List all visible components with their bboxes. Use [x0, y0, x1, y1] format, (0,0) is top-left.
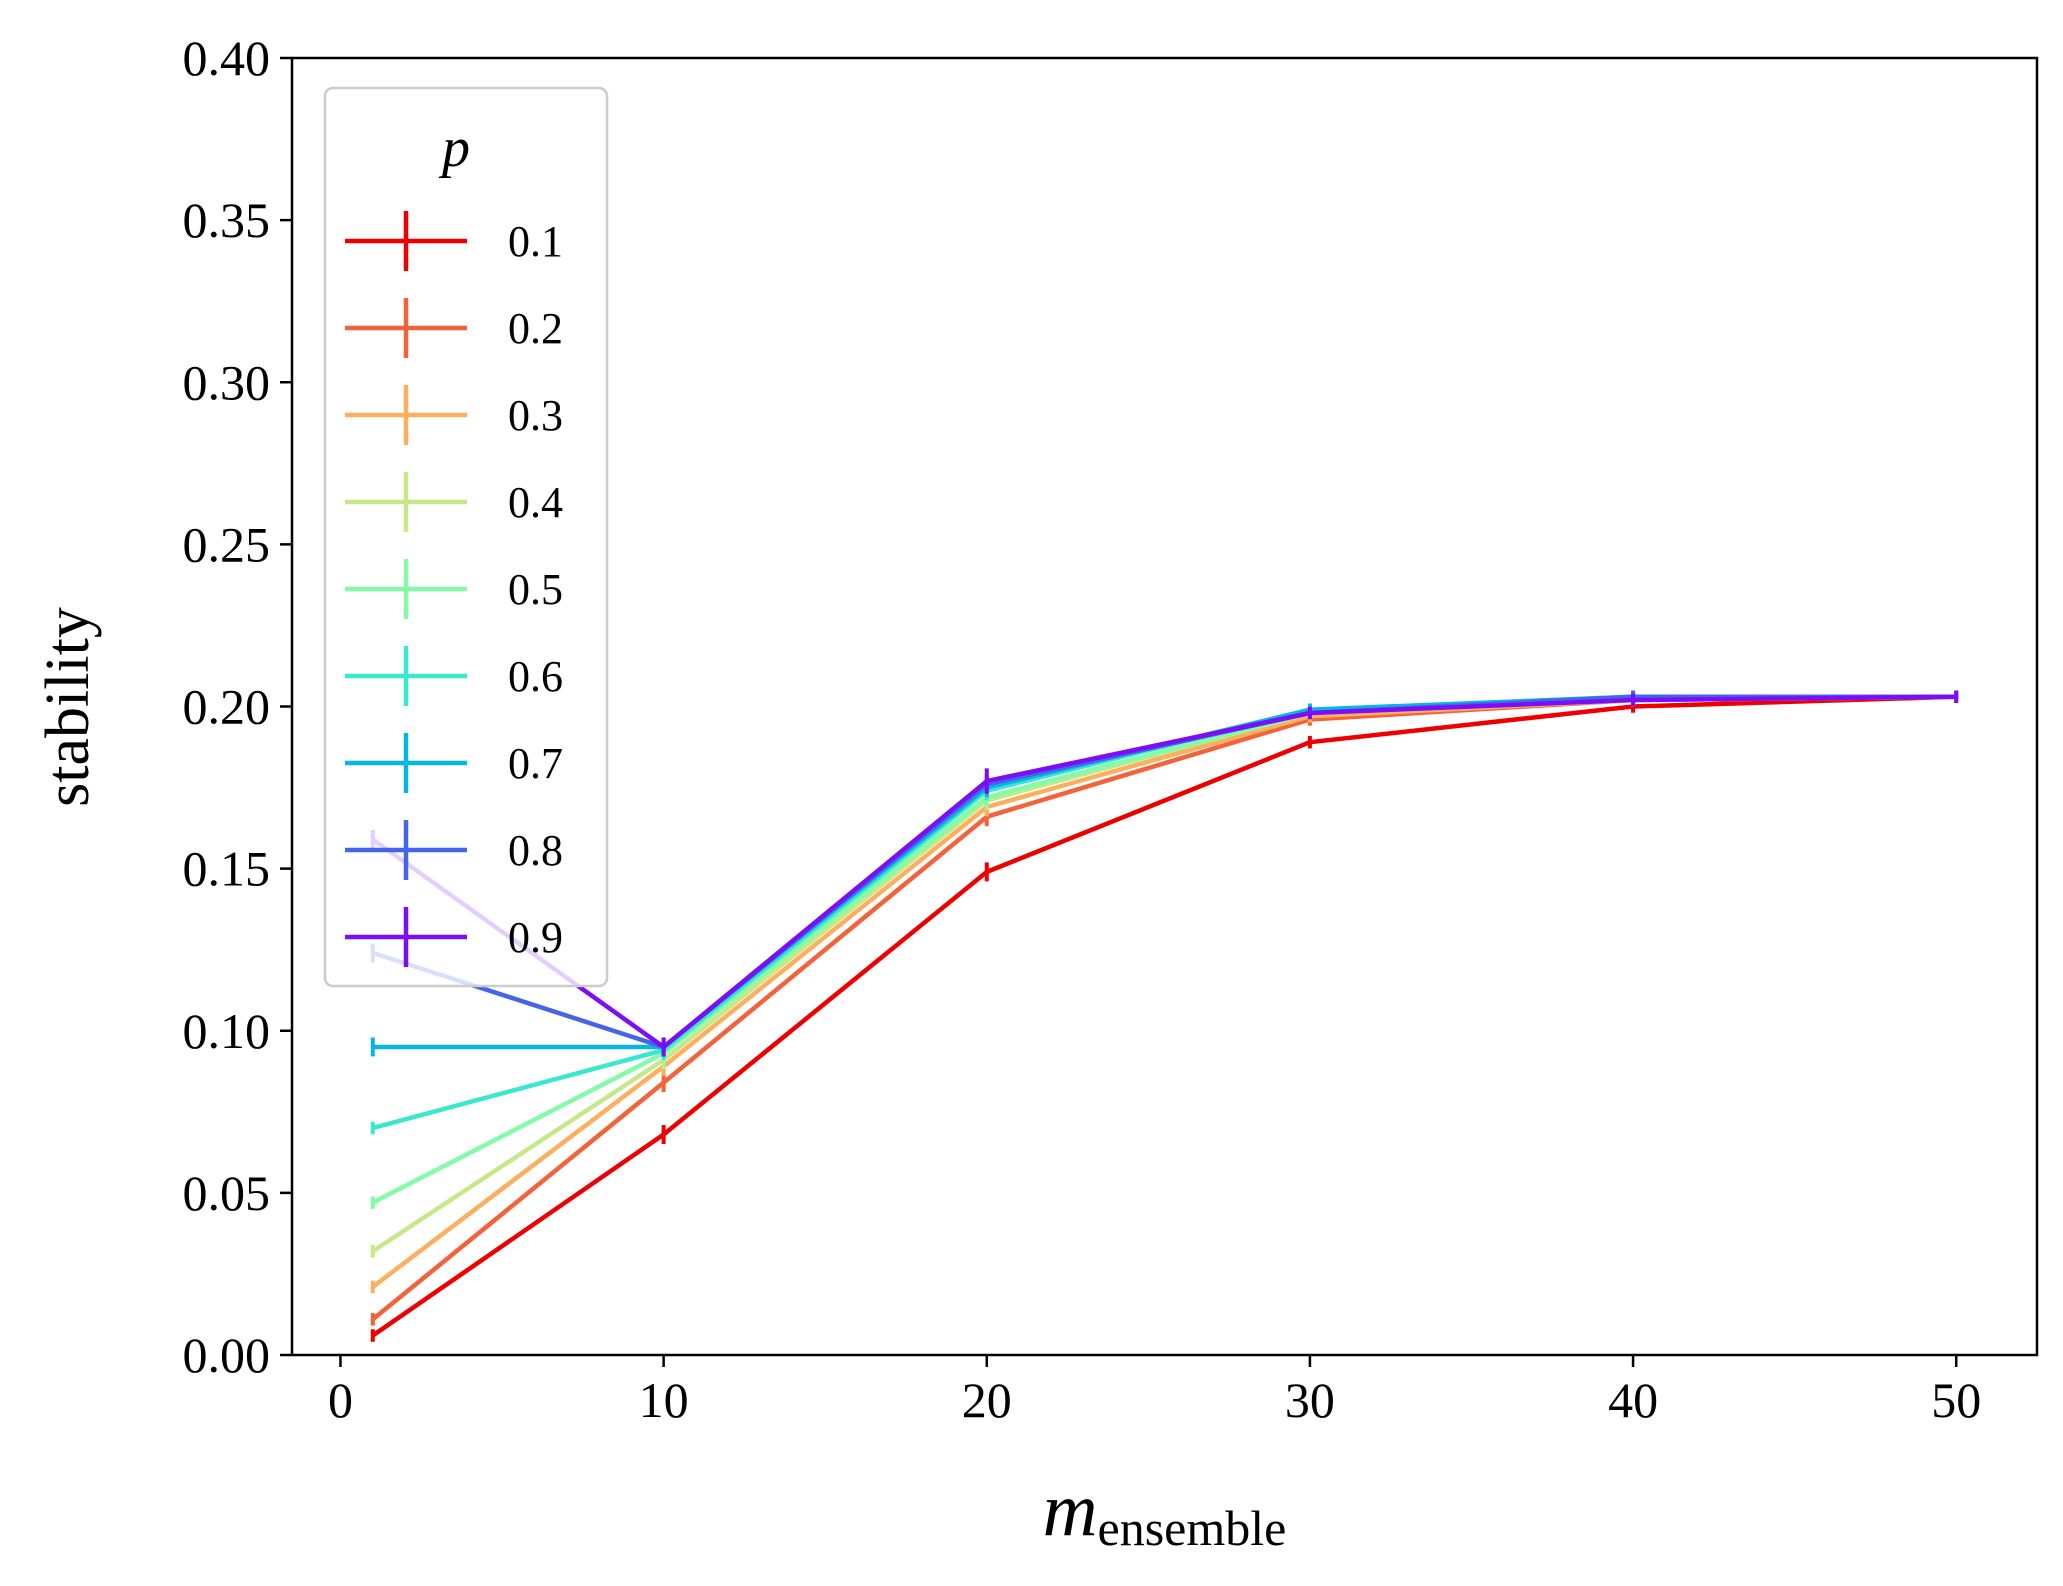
legend-label: 0.8	[508, 826, 563, 875]
x-tick-label: 40	[1608, 1372, 1658, 1428]
legend-label: 0.6	[508, 652, 563, 701]
legend-label: 0.4	[508, 478, 563, 527]
legend-item-0.5: 0.5	[345, 559, 563, 619]
series-line	[371, 694, 1957, 1338]
x-tick-label: 50	[1931, 1372, 1981, 1428]
y-tick-label: 0.15	[183, 841, 271, 897]
legend-label: 0.5	[508, 565, 563, 614]
y-tick-label: 0.25	[183, 516, 271, 572]
axis-labels: stability mensemble	[34, 607, 1286, 1556]
series-line	[371, 694, 1957, 1050]
legend-item-0.2: 0.2	[345, 298, 563, 358]
legend-item-0.7: 0.7	[345, 733, 563, 793]
x-axis-label-main: m	[1043, 1468, 1098, 1552]
legend-label: 0.7	[508, 739, 563, 788]
y-tick-label: 0.30	[183, 354, 271, 410]
x-axis-label: mensemble	[1043, 1468, 1287, 1556]
legend-title: p	[438, 117, 470, 179]
y-axis-label: stability	[34, 607, 102, 807]
x-tick-label: 10	[639, 1372, 689, 1428]
y-tick-label: 0.10	[183, 1003, 271, 1059]
legend-item-0.1: 0.1	[345, 211, 563, 271]
y-tick-label: 0.35	[183, 192, 271, 248]
legend-item-0.6: 0.6	[345, 646, 563, 706]
legend-label: 0.3	[508, 391, 563, 440]
x-tick-label: 30	[1285, 1372, 1335, 1428]
x-tick-label: 20	[962, 1372, 1012, 1428]
legend-label: 0.9	[508, 913, 563, 962]
legend-label: 0.1	[508, 217, 563, 266]
legend-item-0.3: 0.3	[345, 385, 563, 445]
x-tick-label: 0	[328, 1372, 353, 1428]
legend-item-0.8: 0.8	[345, 820, 563, 880]
y-tick-label: 0.00	[183, 1327, 271, 1383]
ticks-layer: 0 10 20 30 40 50 0.00 0.05 0.10 0.15 0.20 0.25 0.30 0…	[183, 30, 1982, 1428]
y-tick-label: 0.05	[183, 1165, 271, 1221]
legend-item-0.4: 0.4	[345, 472, 563, 532]
legend: p 0.1 0.2 0.3 0.4 0.5 0.6 0.7 0.8 0.9	[323, 86, 609, 988]
y-tick-label: 0.20	[183, 679, 271, 735]
x-axis-label-subscript: ensemble	[1098, 1500, 1287, 1556]
legend-label: 0.2	[508, 304, 563, 353]
legend-item-0.9: 0.9	[345, 907, 563, 967]
series-layer	[370, 690, 1959, 1342]
y-tick-label: 0.40	[183, 30, 271, 86]
